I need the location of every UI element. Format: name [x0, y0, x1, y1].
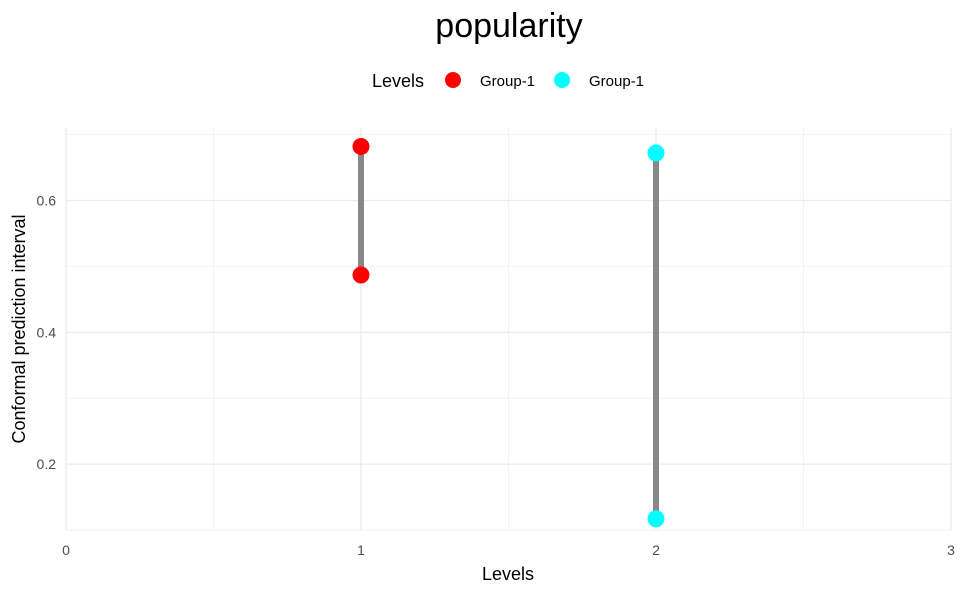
- grid-lines: [65, 128, 952, 531]
- x-tick-label: 0: [62, 542, 70, 558]
- legend-label-2: Group-1: [589, 73, 644, 90]
- x-tick-label: 1: [357, 542, 365, 558]
- interval-lower-point: [647, 510, 665, 528]
- chart-title: popularity: [435, 7, 582, 45]
- legend-swatch-cyan: [554, 72, 570, 88]
- interval-lower-point: [352, 266, 370, 284]
- y-tick-label: 0.2: [37, 456, 57, 472]
- legend-label-1: Group-1: [480, 73, 535, 90]
- y-tick-label: 0.6: [37, 192, 57, 208]
- interval-segments: [358, 146, 659, 519]
- tick-labels: 0 1 2 3 0.2 0.4 0.6: [37, 192, 956, 558]
- interval-upper-point: [352, 137, 370, 155]
- x-tick-label: 2: [652, 542, 660, 558]
- interval-upper-point: [647, 144, 665, 162]
- legend-title: Levels: [372, 71, 424, 91]
- y-tick-label: 0.4: [37, 324, 57, 340]
- x-axis-title: Levels: [482, 564, 534, 584]
- y-axis-title: Conformal prediction interval: [9, 214, 29, 443]
- legend: Levels Group-1 Group-1: [372, 71, 644, 91]
- legend-swatch-red: [445, 72, 461, 88]
- x-tick-label: 3: [947, 542, 955, 558]
- interval-points: [352, 137, 665, 528]
